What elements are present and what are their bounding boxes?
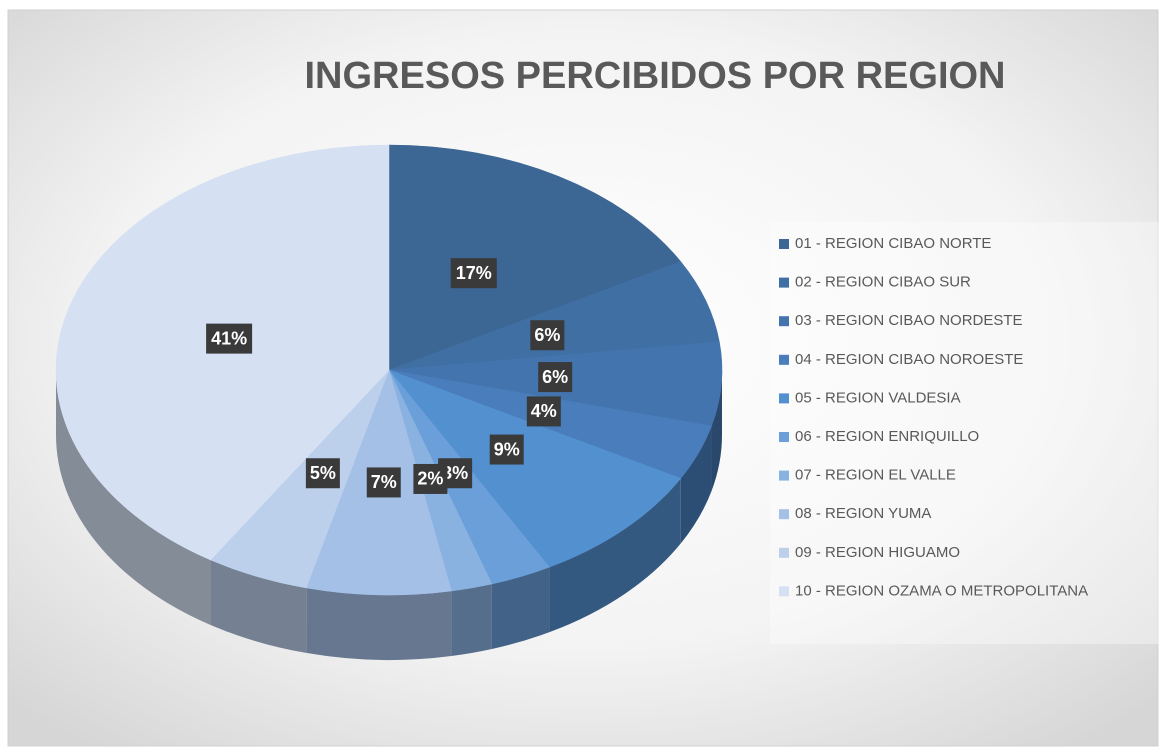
data-label-box	[450, 258, 497, 289]
data-label-box	[530, 320, 565, 351]
legend-swatch	[779, 239, 789, 249]
data-label-box	[489, 434, 524, 465]
legend-background	[770, 222, 1162, 644]
legend-swatch	[779, 393, 789, 404]
legend-label: 03 - REGION CIBAO NORDESTE	[795, 312, 1023, 329]
legend-label: 01 - REGION CIBAO NORTE	[795, 235, 991, 252]
data-label-box	[305, 458, 340, 489]
legend-swatch	[779, 547, 789, 558]
legend-swatch	[779, 432, 789, 442]
data-label-box	[538, 362, 573, 393]
chart-title: INGRESOS PERCIBIDOS POR REGION	[305, 55, 1006, 97]
legend-label: 08 - REGION YUMA	[795, 505, 931, 522]
pie-slice	[388, 261, 720, 371]
legend-label: 09 - REGION HIGUAMO	[795, 544, 960, 561]
legend-label: 02 - REGION CIBAO SUR	[795, 274, 971, 291]
legend-swatch	[779, 316, 789, 327]
pie-side	[491, 567, 550, 649]
legend-label: 05 - REGION VALDESIA	[795, 389, 961, 406]
legend-swatch	[779, 509, 789, 520]
pie-side	[711, 370, 722, 491]
data-label: 17%	[456, 263, 492, 283]
pie-side	[451, 583, 492, 657]
data-label-box	[413, 463, 448, 494]
data-label: 4%	[531, 401, 557, 421]
legend-label: 06 - REGION ENRIQUILLO	[795, 428, 979, 445]
legend-swatch	[779, 277, 789, 288]
data-label: 9%	[494, 439, 520, 459]
legend-swatch	[779, 586, 789, 597]
data-label: 6%	[542, 367, 568, 387]
legend-swatch	[779, 354, 789, 365]
legend-label: 10 - REGION OZAMA O METROPOLITANA	[795, 582, 1088, 599]
data-label: 5%	[310, 463, 336, 483]
data-label-box	[206, 323, 253, 354]
data-label-box	[526, 396, 561, 427]
data-label: 41%	[211, 328, 247, 348]
pie-slice	[388, 144, 682, 371]
pie-side	[680, 425, 712, 544]
pie-side	[56, 370, 211, 625]
pie-side	[549, 478, 681, 633]
legend-label: 04 - REGION CIBAO NOROESTE	[795, 351, 1023, 368]
data-label: 3%	[442, 463, 468, 483]
pie-slice	[388, 369, 682, 568]
data-label: 6%	[534, 325, 560, 345]
legend-swatch	[779, 470, 789, 481]
data-label: 7%	[371, 472, 397, 492]
data-label-box	[366, 467, 401, 498]
data-label: 2%	[417, 469, 443, 489]
pie-side	[306, 587, 452, 661]
legend-label: 07 - REGION EL VALLE	[795, 467, 956, 484]
